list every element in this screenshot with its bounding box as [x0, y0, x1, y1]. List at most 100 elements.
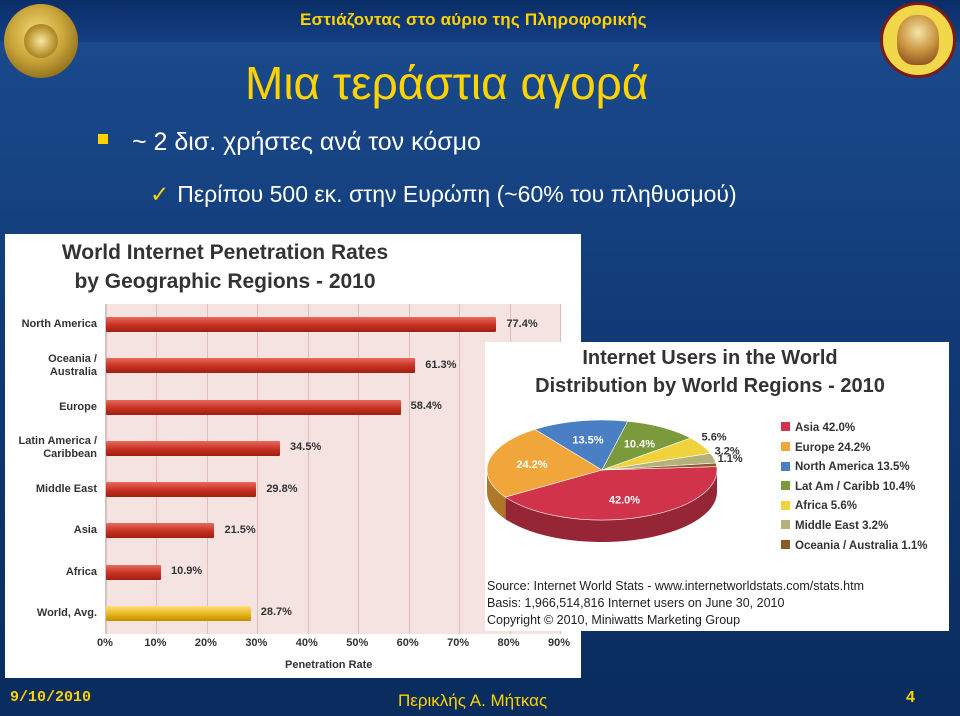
bar-category-label-line: Europe — [59, 400, 97, 413]
legend-label: Africa 5.6% — [795, 500, 858, 513]
pie-legend-item: North America 13.5% — [781, 461, 928, 481]
legend-swatch — [781, 422, 790, 432]
pie-slice — [601, 420, 692, 471]
top-banner — [0, 0, 960, 42]
bar — [106, 399, 401, 415]
bar-category-label-line: Asia — [73, 524, 97, 537]
pie-slice-label: 24.2% — [516, 459, 547, 471]
bar-chart-title-line2: by Geographic Regions - 2010 — [74, 270, 376, 293]
pie-slice-label: 10.4% — [624, 439, 655, 451]
pie-legend-item: Lat Am / Caribb 10.4% — [781, 481, 928, 501]
bar-value-label: 10.9% — [170, 565, 203, 578]
pie-source-note: Source: Internet World Stats - www.inter… — [487, 578, 864, 629]
legend-swatch — [781, 500, 790, 510]
bar-x-axis-label: Penetration Rate — [285, 659, 373, 671]
pie-legend-item: Asia 42.0% — [781, 422, 928, 442]
bar-value-label: 28.7% — [260, 606, 292, 619]
bullet-text-2: Περίπου 500 εκ. στην Ευρώπη (~60% του πλ… — [177, 181, 737, 207]
legend-swatch — [781, 461, 790, 471]
legend-swatch — [781, 540, 790, 550]
bar-x-tick-label: 90% — [547, 637, 571, 649]
legend-swatch — [781, 442, 790, 452]
bar-value-label: 29.8% — [266, 482, 298, 495]
bar-value-label: 58.4% — [410, 400, 442, 413]
footer-date: 9/10/2010 — [10, 689, 92, 706]
bar-category-label: World, Avg. — [5, 607, 97, 620]
bar-chart-title: World Internet Penetration Rates by Geog… — [5, 238, 445, 296]
source-line-1: Source: Internet World Stats - www.inter… — [487, 579, 864, 593]
pie-slice-side — [505, 470, 717, 542]
bar-gridline — [257, 304, 259, 634]
bar-category-label: Africa — [5, 566, 97, 579]
pie-chart-title: Internet Users in the World Distribution… — [485, 344, 935, 400]
pie-chart-title-line1: Internet Users in the World — [582, 347, 838, 369]
legend-label: Lat Am / Caribb 10.4% — [795, 480, 916, 493]
bar-category-label-line: North America — [21, 318, 97, 331]
pie-legend-item: Middle East 3.2% — [781, 520, 928, 540]
bar — [106, 605, 251, 621]
source-line-3: Copyright © 2010, Miniwatts Marketing Gr… — [487, 613, 741, 627]
bar — [106, 358, 416, 374]
header-tagline: Εστιάζοντας στο αύριο της Πληροφορικής — [300, 10, 647, 29]
bar-gridline — [106, 304, 107, 634]
bar — [106, 317, 497, 333]
bullet-item-2: ✓ Περίπου 500 εκ. στην Ευρώπη (~60% του π… — [150, 181, 737, 208]
bar-category-label-line: Latin America / — [18, 435, 97, 448]
pie-slice — [486, 429, 603, 498]
bar-category-label-line: Caribbean — [43, 448, 97, 461]
pie-slice-label: 1.1% — [718, 453, 743, 465]
pie-legend: Asia 42.0% Europe 24.2% North America 13.5… — [781, 422, 928, 559]
legend-label: Europe 24.2% — [795, 441, 871, 454]
pie-slice-label: 42.0% — [609, 494, 640, 506]
bar-x-tick-label: 60% — [396, 637, 419, 649]
users-pie-chart: Internet Users in the World Distribution… — [485, 342, 949, 631]
bar-category-label: North America — [5, 318, 97, 331]
pie-slice-label: 5.6% — [702, 431, 727, 443]
university-seal-logo-right — [880, 2, 956, 78]
bar — [106, 523, 215, 539]
bar-category-label-line: Middle East — [35, 483, 97, 496]
bar-category-label-line: Africa — [65, 565, 97, 578]
bar-x-tick-label: 0% — [97, 637, 113, 649]
page-number: 4 — [906, 689, 915, 706]
bar-x-tick-label: 20% — [194, 637, 217, 649]
bar-category-label-line: Oceania / — [48, 352, 97, 365]
bar-value-label: 34.5% — [290, 441, 322, 454]
bar-category-label: Latin America / Caribbean — [5, 435, 97, 461]
bar-category-label-line: Australia — [49, 365, 97, 378]
pie-slice-side — [487, 470, 506, 520]
bar-category-label: Asia — [5, 524, 97, 537]
bar-gridline — [156, 304, 158, 634]
pie-legend-item: Oceania / Australia 1.1% — [781, 540, 928, 560]
university-seal-logo-left — [4, 4, 78, 78]
legend-label: Oceania / Australia 1.1% — [795, 539, 928, 552]
legend-label: North America 13.5% — [795, 461, 910, 474]
bullet-text-1: ~ 2 δισ. χρήστες ανά τον κόσμο — [132, 128, 481, 156]
source-line-2: Basis: 1,966,514,816 Internet users on J… — [487, 596, 785, 610]
bar — [106, 564, 161, 580]
bar-x-tick-label: 70% — [447, 637, 470, 649]
bar-plot-area: 77.4% 61.3% 58.4% 34.5% 29.8% 21.5% 10.9% 28.7% — [105, 304, 561, 634]
bar-x-tick-label: 30% — [245, 637, 268, 649]
pie-slice — [504, 466, 718, 521]
legend-label: Middle East 3.2% — [795, 519, 889, 532]
bar-value-label: 77.4% — [506, 317, 538, 330]
bar-gridline — [408, 304, 410, 634]
bar-chart-title-line1: World Internet Penetration Rates — [61, 241, 389, 264]
bar-gridline — [358, 304, 360, 634]
bar-value-label: 61.3% — [425, 358, 457, 371]
legend-swatch — [781, 520, 790, 530]
pie-slice-label: 13.5% — [572, 435, 603, 447]
bar-x-tick-label: 40% — [295, 637, 318, 649]
bar-x-tick-label: 10% — [144, 637, 167, 649]
bar-x-tick-label: 80% — [497, 637, 520, 649]
pie-slice — [534, 419, 629, 471]
bar-category-label: Europe — [5, 401, 97, 414]
bullet-item-1: ~ 2 δισ. χρήστες ανά τον κόσμο — [98, 128, 481, 157]
checkmark-icon: ✓ — [150, 181, 170, 207]
bar-category-label-line: World, Avg. — [36, 606, 97, 619]
pie-slice — [601, 462, 718, 471]
bar-value-label: 21.5% — [224, 523, 256, 536]
pie-legend-item: Africa 5.6% — [781, 500, 928, 520]
slide-title: Μια τεράστια αγορά — [245, 57, 649, 109]
